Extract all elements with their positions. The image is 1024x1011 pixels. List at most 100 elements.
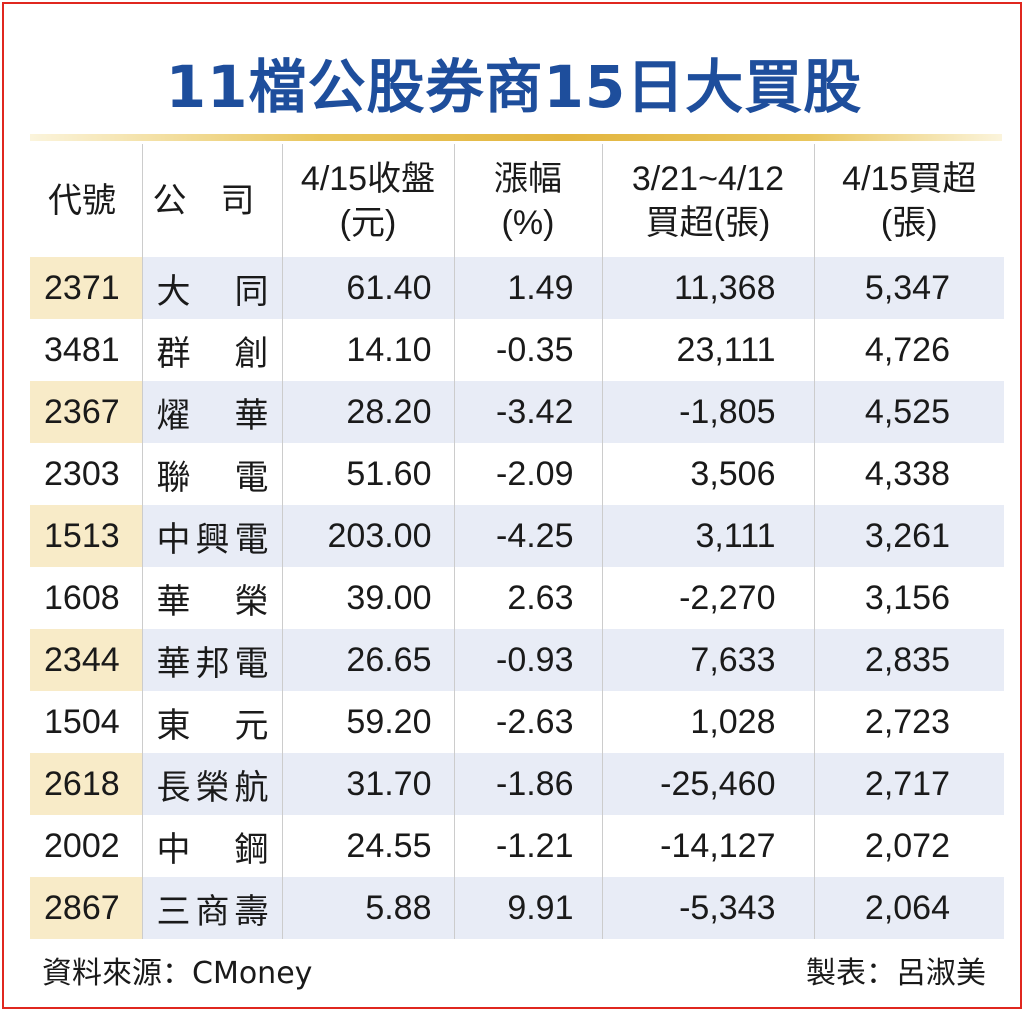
cell-prev-buy: -14,127 (601, 815, 814, 877)
cell-code: 2303 (44, 454, 120, 493)
table-row: 2371 大同 61.40 1.49 11,368 5,347 (30, 257, 1004, 319)
cell-close: 24.55 (281, 815, 454, 877)
header-code: 代號 (48, 181, 116, 220)
cell-prev-buy: -1,805 (601, 381, 814, 443)
cell-name: 群創 (141, 319, 282, 381)
cell-today-buy: 4,726 (813, 319, 1004, 381)
company-name: 大同 (156, 272, 269, 311)
title-underline (30, 134, 1002, 141)
cell-name: 華邦電 (141, 629, 282, 691)
cell-name: 中鋼 (141, 815, 282, 877)
table-header-row: 代號 公司 4/15收盤 (元) 漲幅 (%) 3/21~4/12 買超(張) … (30, 144, 1004, 257)
table-row: 2002 中鋼 24.55 -1.21 -14,127 2,072 (30, 815, 1004, 877)
header-close: 4/15收盤 (元) (281, 144, 454, 257)
cell-change: -0.93 (453, 629, 602, 691)
cell-close: 51.60 (281, 443, 454, 505)
cell-prev-buy: -25,460 (601, 753, 814, 815)
cell-code: 2367 (30, 381, 142, 443)
table-row: 1504 東元 59.20 -2.63 1,028 2,723 (30, 691, 1004, 753)
cell-today-buy: 4,525 (813, 381, 1004, 443)
cell-code: 2371 (30, 257, 142, 319)
cell-close: 61.40 (281, 257, 454, 319)
cell-code: 1608 (44, 578, 120, 617)
company-name: 燿華 (156, 396, 269, 435)
cell-close: 203.00 (281, 505, 454, 567)
cell-prev-buy: 23,111 (601, 319, 814, 381)
cell-code: 3481 (44, 330, 120, 369)
header-prev-buy: 3/21~4/12 買超(張) (601, 144, 814, 257)
header-prev-buy-line1: 3/21~4/12 (631, 159, 785, 198)
cell-change: 2.63 (453, 567, 602, 629)
author-note: 製表：呂淑美 (806, 956, 986, 991)
cell-code: 2618 (30, 753, 142, 815)
table-row: 2367 燿華 28.20 -3.42 -1,805 4,525 (30, 381, 1004, 443)
cell-close: 26.65 (281, 629, 454, 691)
table-row: 2867 三商壽 5.88 9.91 -5,343 2,064 (30, 877, 1004, 939)
cell-code: 2344 (30, 629, 142, 691)
header-close-line1: 4/15收盤 (300, 159, 436, 198)
company-name: 中鋼 (156, 830, 269, 869)
cell-close: 59.20 (281, 691, 454, 753)
cell-code: 2867 (30, 877, 142, 939)
stock-table: 代號 公司 4/15收盤 (元) 漲幅 (%) 3/21~4/12 買超(張) … (30, 144, 1004, 939)
cell-today-buy: 4,338 (813, 443, 1004, 505)
cell-today-buy: 2,723 (813, 691, 1004, 753)
cell-change: -1.21 (453, 815, 602, 877)
cell-change: -3.42 (453, 381, 602, 443)
header-today-buy-line1: 4/15買超 (842, 159, 977, 198)
cell-name: 聯電 (141, 443, 282, 505)
cell-code: 2002 (44, 826, 120, 865)
cell-change: -4.25 (453, 505, 602, 567)
cell-prev-buy: -5,343 (601, 877, 814, 939)
table-row: 1608 華榮 39.00 2.63 -2,270 3,156 (30, 567, 1004, 629)
header-change-line1: 漲幅 (494, 159, 562, 198)
company-name: 華榮 (156, 582, 269, 621)
table-row: 1513 中興電 203.00 -4.25 3,111 3,261 (30, 505, 1004, 567)
cell-name: 三商壽 (141, 877, 282, 939)
source-note: 資料來源：CMoney (42, 956, 313, 991)
company-name: 三商壽 (156, 892, 269, 931)
cell-prev-buy: 7,633 (601, 629, 814, 691)
cell-name: 中興電 (141, 505, 282, 567)
cell-name: 燿華 (141, 381, 282, 443)
company-name: 東元 (156, 706, 269, 745)
cell-close: 14.10 (281, 319, 454, 381)
cell-today-buy: 2,835 (813, 629, 1004, 691)
cell-close: 5.88 (281, 877, 454, 939)
cell-prev-buy: 1,028 (601, 691, 814, 753)
cell-today-buy: 5,347 (813, 257, 1004, 319)
cell-today-buy: 2,064 (813, 877, 1004, 939)
company-name: 華邦電 (156, 644, 269, 683)
cell-change: -2.63 (453, 691, 602, 753)
cell-change: 9.91 (453, 877, 602, 939)
cell-change: -1.86 (453, 753, 602, 815)
header-name: 公司 (141, 144, 282, 257)
header-today-buy-line2: (張) (880, 203, 938, 242)
table-row: 2618 長榮航 31.70 -1.86 -25,460 2,717 (30, 753, 1004, 815)
cell-code: 1513 (30, 505, 142, 567)
cell-prev-buy: -2,270 (601, 567, 814, 629)
cell-name: 東元 (141, 691, 282, 753)
header-today-buy: 4/15買超 (張) (813, 144, 1004, 257)
cell-today-buy: 3,261 (813, 505, 1004, 567)
table-row: 2303 聯電 51.60 -2.09 3,506 4,338 (30, 443, 1004, 505)
company-name: 聯電 (156, 458, 269, 497)
cell-name: 大同 (141, 257, 282, 319)
company-name: 長榮航 (156, 768, 269, 807)
cell-prev-buy: 3,506 (601, 443, 814, 505)
table-row: 2344 華邦電 26.65 -0.93 7,633 2,835 (30, 629, 1004, 691)
header-change: 漲幅 (%) (453, 144, 602, 257)
header-change-line2: (%) (501, 203, 555, 242)
cell-close: 31.70 (281, 753, 454, 815)
cell-close: 28.20 (281, 381, 454, 443)
page-title: 11檔公股券商15日大買股 (165, 53, 863, 121)
cell-prev-buy: 11,368 (601, 257, 814, 319)
cell-change: -2.09 (453, 443, 602, 505)
cell-name: 長榮航 (141, 753, 282, 815)
cell-today-buy: 3,156 (813, 567, 1004, 629)
cell-name: 華榮 (141, 567, 282, 629)
header-prev-buy-line2: 買超(張) (645, 203, 771, 242)
cell-change: -0.35 (453, 319, 602, 381)
header-close-line2: (元) (339, 203, 397, 242)
